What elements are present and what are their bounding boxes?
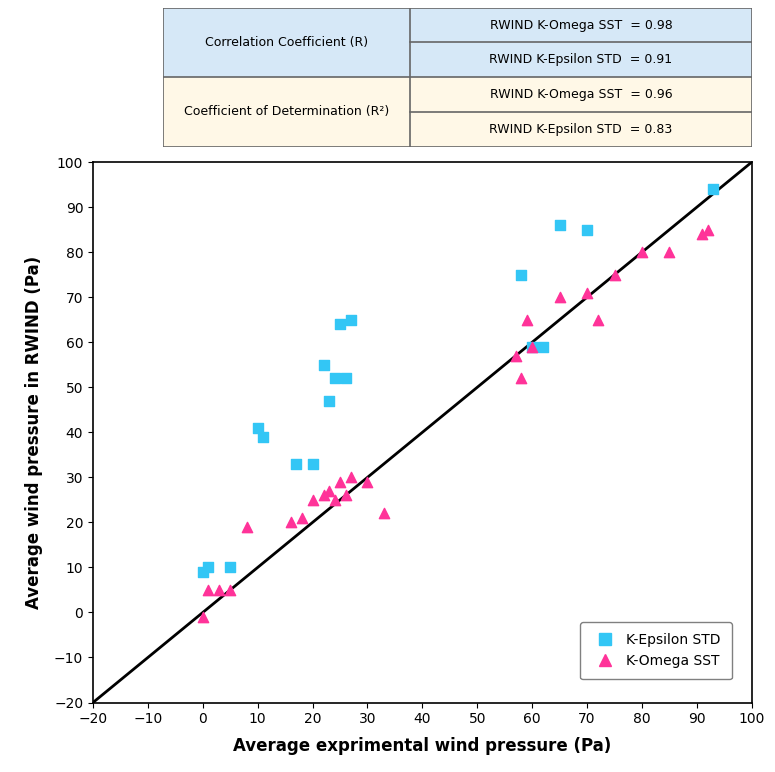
Point (329, 372, 341, 384)
Point (521, 313, 533, 326)
Point (636, 246, 648, 259)
Point (329, 494, 341, 506)
Point (257, 431, 270, 443)
Point (290, 458, 302, 470)
X-axis label: Average exprimental wind pressure (Pa): Average exprimental wind pressure (Pa) (233, 737, 611, 755)
Legend: K-Epsilon STD, K-Omega SST: K-Epsilon STD, K-Omega SST (580, 622, 732, 679)
Point (526, 340, 539, 353)
Point (306, 458, 319, 470)
Point (345, 471, 357, 483)
Point (224, 584, 236, 596)
Point (553, 291, 566, 303)
Point (323, 394, 336, 407)
Point (701, 224, 714, 236)
Text: Coefficient of Determination (R²): Coefficient of Determination (R²) (184, 106, 389, 118)
Text: RWIND K-Epsilon STD  = 0.83: RWIND K-Epsilon STD = 0.83 (489, 123, 673, 136)
Text: Correlation Coefficient (R): Correlation Coefficient (R) (205, 36, 368, 49)
Point (240, 521, 253, 533)
Text: RWIND K-Epsilon STD  = 0.91: RWIND K-Epsilon STD = 0.91 (489, 53, 673, 66)
Point (339, 489, 352, 502)
Point (345, 313, 357, 326)
Point (663, 246, 676, 259)
Point (197, 611, 209, 623)
Point (553, 219, 566, 232)
Point (581, 224, 594, 236)
Text: RWIND K-Omega SST  = 0.98: RWIND K-Omega SST = 0.98 (490, 19, 673, 32)
Point (334, 476, 346, 488)
Point (526, 340, 539, 353)
Point (224, 561, 236, 574)
Point (608, 269, 621, 281)
Point (592, 313, 604, 326)
Point (334, 318, 346, 330)
Point (306, 494, 319, 506)
Point (707, 183, 719, 195)
Point (377, 507, 390, 520)
Text: RWIND K-Omega SST  = 0.96: RWIND K-Omega SST = 0.96 (490, 88, 672, 101)
Point (202, 584, 215, 596)
Point (537, 340, 549, 353)
Point (323, 485, 336, 497)
Point (197, 566, 209, 578)
Point (213, 584, 226, 596)
Point (361, 476, 374, 488)
Bar (163, 77, 410, 147)
Point (202, 561, 215, 574)
Y-axis label: Average wind pressure in RWIND (Pa): Average wind pressure in RWIND (Pa) (25, 256, 43, 609)
Bar (410, 77, 752, 147)
Point (284, 516, 297, 529)
Point (581, 286, 594, 299)
Point (339, 372, 352, 384)
Bar (163, 8, 410, 77)
Point (318, 359, 330, 371)
Point (251, 422, 264, 434)
Point (515, 269, 527, 281)
Point (318, 489, 330, 502)
Point (295, 512, 308, 524)
Bar (410, 8, 752, 77)
Point (515, 372, 527, 384)
Point (696, 228, 708, 240)
Point (509, 350, 522, 362)
